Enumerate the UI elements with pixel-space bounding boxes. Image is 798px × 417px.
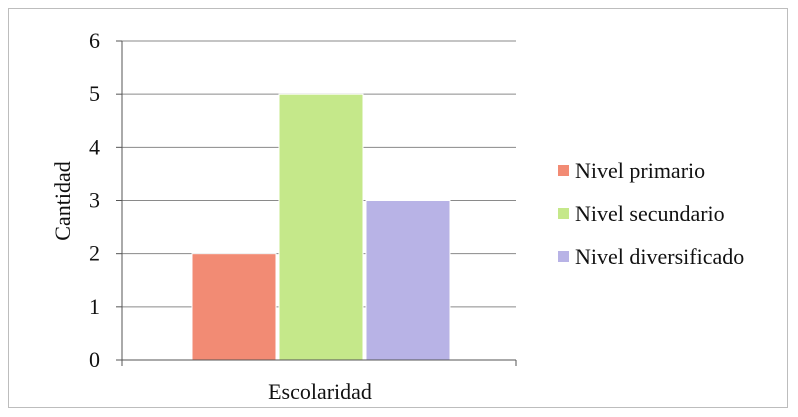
y-tick-label: 3 [89, 188, 100, 213]
legend-swatch [558, 208, 569, 219]
y-axis-title: Cantidad [50, 161, 75, 240]
y-tick-label: 5 [89, 81, 100, 106]
legend-label: Nivel diversificado [575, 244, 744, 269]
legend-item: Nivel diversificado [558, 244, 744, 269]
legend-label: Nivel secundario [575, 201, 725, 226]
y-tick-label: 2 [89, 241, 100, 266]
bars [191, 93, 451, 361]
y-tick-label: 1 [89, 294, 100, 319]
y-tick-labels: 0 1 2 3 4 5 6 [89, 28, 100, 372]
bar-nivel-primario [191, 253, 277, 361]
y-tick-label: 0 [89, 347, 100, 372]
axes [116, 40, 517, 366]
x-axis-title: Escolaridad [268, 379, 372, 404]
bar-nivel-secundario [278, 93, 364, 361]
y-tick-label: 6 [89, 28, 100, 53]
legend-label: Nivel primario [575, 158, 705, 183]
legend-item: Nivel secundario [558, 201, 725, 226]
legend-swatch [558, 165, 569, 176]
legend: Nivel primario Nivel secundario Nivel dive… [558, 158, 744, 269]
legend-item: Nivel primario [558, 158, 705, 183]
bar-nivel-diversificado [365, 200, 451, 361]
y-tick-label: 4 [89, 134, 100, 159]
legend-swatch [558, 251, 569, 262]
